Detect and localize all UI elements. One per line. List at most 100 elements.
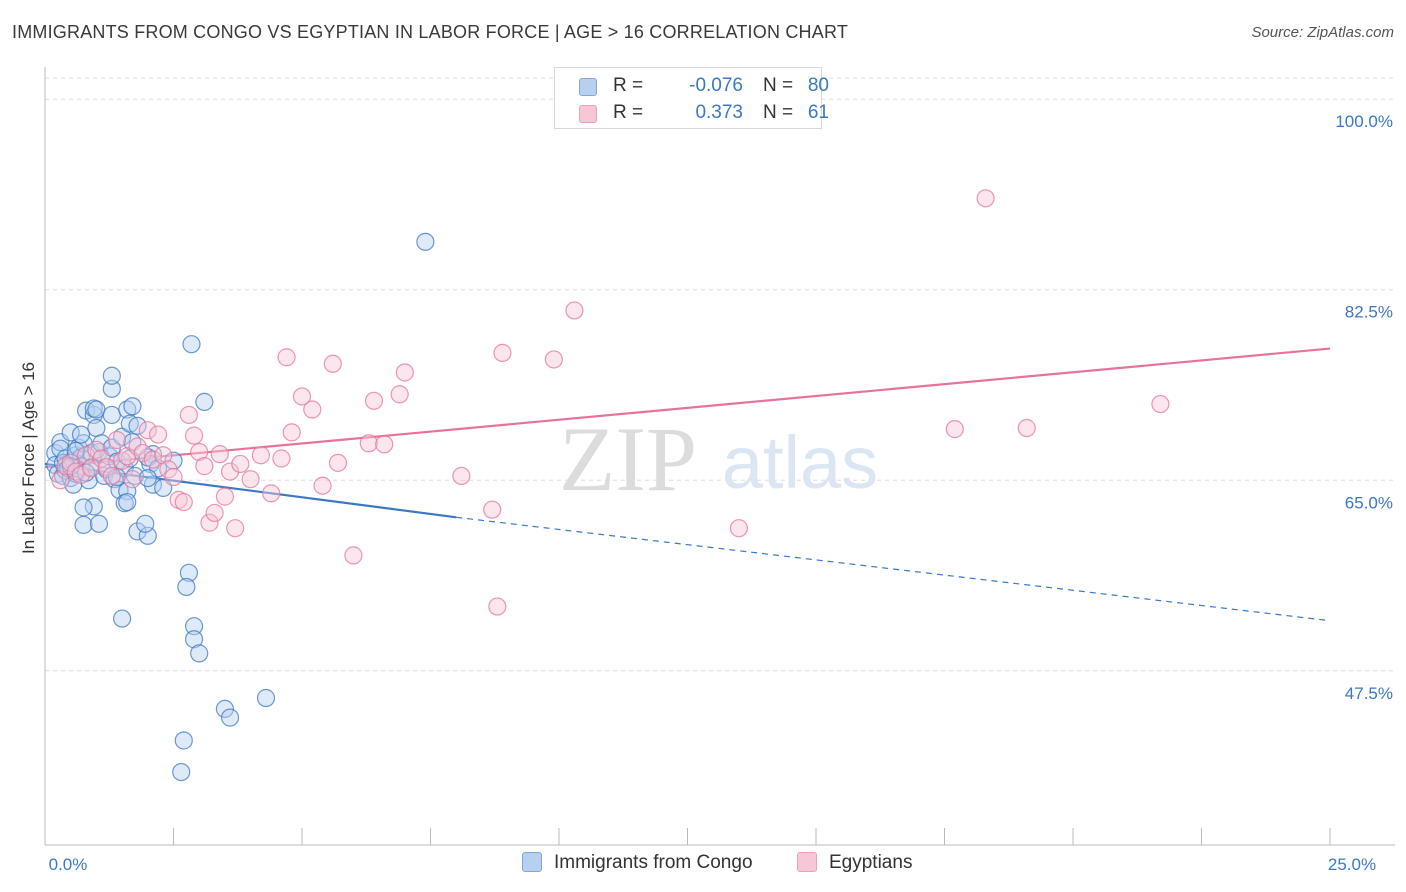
point-egypt (359, 434, 378, 453)
point-congo (112, 609, 132, 628)
point-egypt (395, 363, 414, 382)
chart-title: IMMIGRANTS FROM CONGO VS EGYPTIAN IN LAB… (12, 22, 849, 42)
point-egypt (303, 400, 322, 419)
point-congo (138, 526, 157, 545)
point-egypt (493, 343, 512, 362)
legend-n-value: 61 (807, 102, 829, 123)
point-egypt (390, 385, 409, 404)
trend-line-extension-congo (456, 516, 1331, 622)
point-egypt (544, 350, 563, 369)
point-congo (164, 451, 183, 470)
point-congo (172, 762, 191, 782)
point-congo (138, 468, 157, 488)
point-egypt (205, 503, 224, 523)
point-egypt (272, 449, 291, 468)
point-egypt (66, 462, 85, 481)
point-egypt (210, 445, 229, 464)
point-egypt (251, 446, 270, 465)
point-egypt (215, 487, 234, 506)
point-egypt (241, 470, 260, 489)
point-egypt (102, 466, 121, 486)
legend-r-value: -0.076 (689, 75, 743, 96)
legend-r-value: 0.373 (695, 102, 743, 123)
point-egypt (328, 453, 348, 472)
y-tick-label: 47.5% (1345, 684, 1393, 703)
point-congo (195, 392, 214, 411)
point-egypt (56, 457, 75, 476)
point-egypt (945, 420, 964, 439)
y-tick-label: 65.0% (1345, 493, 1393, 512)
point-egypt (87, 440, 106, 459)
point-egypt (452, 466, 471, 486)
point-congo (416, 232, 435, 251)
point-congo (184, 617, 204, 636)
legend-r-label: R = (613, 75, 644, 96)
point-egypt (292, 387, 312, 406)
bottom-legend-swatch-congo (522, 852, 542, 872)
point-congo (220, 708, 240, 727)
point-egypt (195, 457, 214, 476)
bottom-legend-congo: Immigrants from Congo (522, 852, 753, 874)
bottom-legend-egypt: Egyptians (797, 852, 912, 874)
bottom-legend-label-egypt: Egyptians (829, 852, 913, 873)
point-egypt (226, 519, 245, 538)
axes (44, 67, 1395, 846)
point-congo (215, 699, 234, 719)
point-egypt (483, 500, 502, 519)
point-congo (74, 515, 93, 535)
watermark-atlas: atlas (722, 421, 878, 504)
stats-legend: R = -0.076 N = 80 R = 0.373 N = 61 (554, 67, 829, 129)
point-egypt (976, 189, 995, 208)
point-egypt (174, 492, 193, 512)
point-congo (123, 397, 142, 416)
legend-swatch-egypt (579, 105, 597, 123)
point-congo (179, 563, 199, 582)
point-egypt (262, 484, 281, 503)
legend-n-label: N = (763, 75, 794, 96)
point-egypt (1151, 394, 1170, 414)
watermark: ZIP atlas (559, 408, 878, 510)
grid-lines (45, 77, 1395, 672)
point-egypt (364, 391, 384, 410)
legend-n-label: N = (763, 102, 794, 123)
point-egypt (190, 442, 209, 462)
point-congo (128, 522, 147, 541)
point-egypt (143, 450, 163, 469)
point-egypt (184, 426, 204, 445)
point-egypt (375, 435, 394, 454)
x-tick-label: 0.0% (49, 855, 88, 874)
point-egypt (154, 446, 173, 465)
y-tick-label: 82.5% (1345, 303, 1393, 322)
point-egypt (92, 449, 111, 468)
point-congo (87, 418, 106, 438)
point-congo (256, 688, 276, 708)
legend-r-label: R = (613, 102, 644, 123)
point-congo (118, 482, 137, 501)
point-congo (128, 416, 147, 435)
y-tick-label: 100.0% (1335, 112, 1393, 131)
point-egypt (107, 430, 127, 450)
point-congo (190, 644, 209, 663)
point-egypt (488, 597, 507, 616)
point-egypt (231, 454, 250, 474)
point-congo (87, 400, 106, 419)
point-congo (74, 498, 93, 517)
point-congo (102, 405, 121, 425)
point-congo (184, 630, 204, 649)
point-egypt (565, 301, 584, 320)
point-egypt (71, 465, 91, 484)
point-egypt (344, 546, 363, 565)
point-egypt (51, 471, 70, 490)
point-egypt (164, 467, 183, 487)
point-egypt (200, 513, 219, 532)
point-congo (136, 514, 155, 533)
bottom-legend-swatch-egypt (797, 852, 817, 872)
point-congo (118, 400, 137, 419)
point-egypt (220, 462, 240, 481)
point-egypt (179, 405, 199, 425)
point-egypt (1017, 418, 1036, 438)
axis-labels: 100.0% 82.5% 65.0% 47.5% 0.0% 25.0% In Labor F… (19, 112, 1393, 874)
legend-swatch-congo (579, 78, 597, 96)
point-egypt (61, 453, 80, 472)
